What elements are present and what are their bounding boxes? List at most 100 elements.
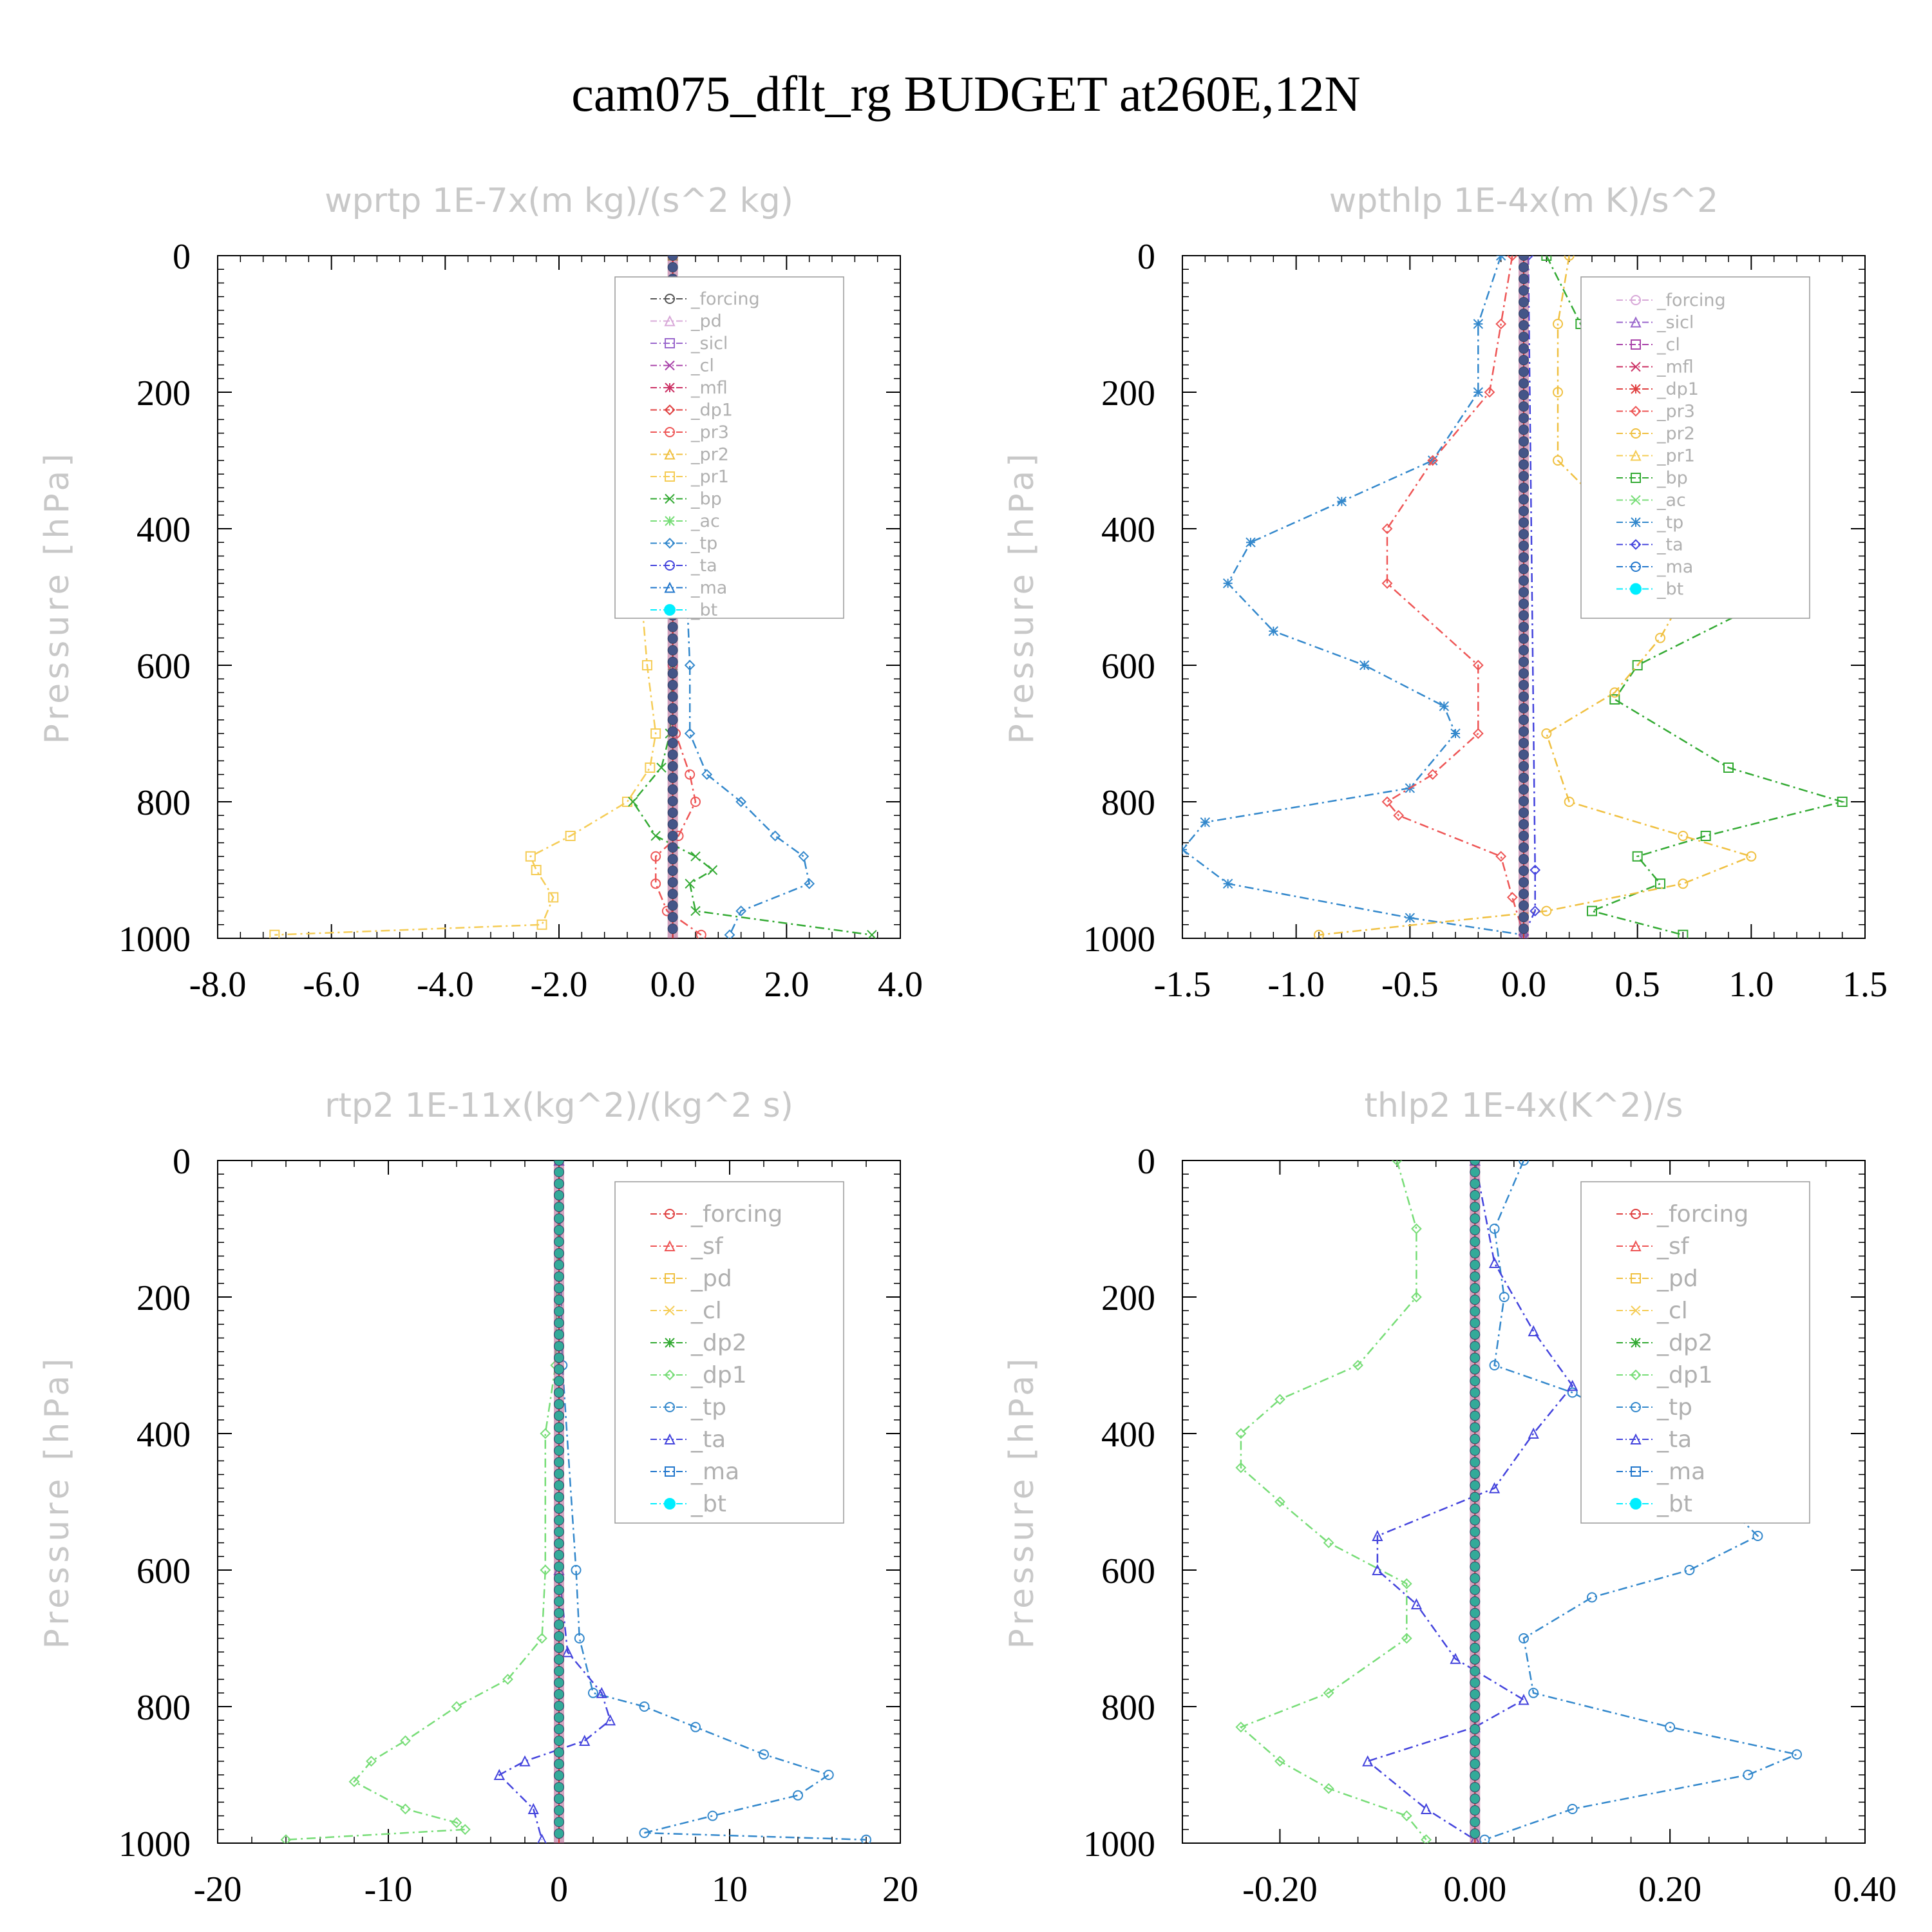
data-point — [1274, 1496, 1285, 1508]
data-point — [1488, 1256, 1501, 1268]
zero-marker — [1470, 1794, 1481, 1804]
data-point — [1336, 496, 1347, 507]
legend-item: _pd — [650, 312, 722, 332]
x-tick-label: 20 — [882, 1870, 918, 1909]
legend-marker — [1631, 428, 1641, 439]
zero-marker — [1470, 1515, 1481, 1526]
zero-marker — [554, 1160, 564, 1166]
legend-label: _pr2 — [690, 445, 729, 465]
data-point — [1472, 728, 1484, 739]
data-point — [588, 1687, 598, 1698]
data-point — [685, 878, 695, 889]
legend-item: _bp — [1616, 468, 1688, 488]
zero-marker — [1470, 1573, 1481, 1584]
zero-marker — [554, 1167, 564, 1178]
data-point — [690, 851, 701, 862]
data-point — [1723, 762, 1734, 773]
figure-title: cam075_dflt_rg BUDGET at260E,12N — [571, 66, 1360, 122]
zero-marker — [667, 795, 678, 806]
zero-marker — [1470, 1817, 1481, 1828]
legend-label: _sf — [1656, 1233, 1690, 1260]
zero-marker — [554, 1561, 564, 1572]
legend-item: _forcing — [650, 1201, 782, 1227]
zero-marker — [1519, 262, 1529, 273]
data-point — [1472, 659, 1484, 671]
legend-marker — [1630, 1433, 1642, 1444]
zero-marker — [1519, 819, 1529, 829]
legend-label: _ta — [690, 1426, 726, 1453]
data-point — [1274, 1756, 1285, 1767]
legend-item: _sicl — [650, 334, 728, 354]
y-tick-label: 1000 — [118, 920, 191, 960]
zero-marker — [554, 1225, 564, 1236]
y-tick-label: 1000 — [1083, 1824, 1155, 1864]
zero-marker — [554, 1294, 564, 1305]
data-point — [1381, 523, 1393, 535]
zero-marker — [1470, 1736, 1481, 1746]
legend-item: _pr1 — [650, 467, 729, 487]
legend-label: _mfl — [690, 378, 728, 398]
legend-label: _ac — [1656, 491, 1686, 511]
legend-item: _ma — [1616, 557, 1693, 577]
data-point — [650, 878, 661, 889]
x-tick-label: -1.0 — [1267, 965, 1325, 1005]
legend-item: _bt — [650, 1491, 726, 1517]
data-point — [684, 728, 696, 739]
legend-marker — [1630, 1498, 1642, 1510]
zero-marker — [667, 854, 678, 865]
zero-marker — [1519, 285, 1529, 296]
legend-item: _dp2 — [650, 1330, 747, 1356]
zero-marker — [1470, 1723, 1481, 1734]
legend-label: _mfl — [1656, 357, 1694, 377]
legend-label: _ma — [690, 578, 727, 598]
legend-label: _cl — [1656, 1298, 1688, 1324]
zero-marker — [1519, 831, 1529, 841]
legend-label: _dp1 — [690, 1362, 747, 1388]
data-point — [348, 1776, 360, 1788]
legend-item: _forcing — [1616, 1201, 1748, 1227]
legend-marker — [665, 560, 675, 571]
zero-marker — [1470, 1283, 1481, 1294]
legend-label: _dp2 — [690, 1330, 747, 1356]
zero-marker — [554, 1480, 564, 1491]
zero-marker — [1470, 1376, 1481, 1387]
legend-label: _dp1 — [1656, 1362, 1713, 1388]
legend-item: _cl — [1616, 335, 1680, 355]
legend-label: _tp — [690, 534, 717, 554]
data-point — [531, 865, 542, 875]
series-line-pr2 — [1318, 256, 1754, 936]
series-group — [1235, 1160, 1802, 1843]
zero-marker — [1470, 1445, 1481, 1456]
legend: _forcing _sf _pd _cl _dp2 _dp1 _tp _ta _ma _bt — [614, 1181, 844, 1524]
zero-marker — [554, 1202, 564, 1213]
data-point — [1678, 878, 1689, 889]
data-point — [650, 831, 661, 841]
data-point — [770, 830, 781, 842]
data-point — [459, 1824, 471, 1835]
legend-label: _pd — [690, 312, 722, 332]
legend-label: _ta — [690, 556, 717, 576]
zero-marker — [554, 1700, 564, 1711]
panel-4: thlp2 1E-4x(K^2)/s Pressure [hPa] -0.20 0.0… — [1003, 1086, 1897, 1909]
legend-label: _dp1 — [1656, 379, 1699, 399]
data-point — [690, 1721, 701, 1732]
data-point — [574, 1633, 585, 1643]
y-tick-label: 600 — [137, 1551, 191, 1591]
zero-marker — [554, 1631, 564, 1642]
zero-marker — [554, 1584, 564, 1595]
series-line-tp — [1182, 256, 1524, 936]
y-axis-label: Pressure [hPa] — [1003, 450, 1041, 744]
legend-label: _cl — [690, 356, 714, 376]
data-point — [565, 831, 576, 841]
zero-marker — [1519, 866, 1529, 876]
zero-terms — [1519, 256, 1529, 938]
zero-marker — [1519, 795, 1529, 806]
legend-label: _pd — [690, 1265, 732, 1292]
data-point — [527, 1803, 539, 1814]
legend-item: _dp2 — [1616, 1330, 1713, 1356]
data-point — [1528, 1427, 1539, 1439]
data-point — [1519, 1633, 1529, 1643]
zero-marker — [554, 1503, 564, 1514]
zero-marker — [1470, 1399, 1481, 1410]
y-tick-label: 1000 — [1083, 920, 1155, 960]
